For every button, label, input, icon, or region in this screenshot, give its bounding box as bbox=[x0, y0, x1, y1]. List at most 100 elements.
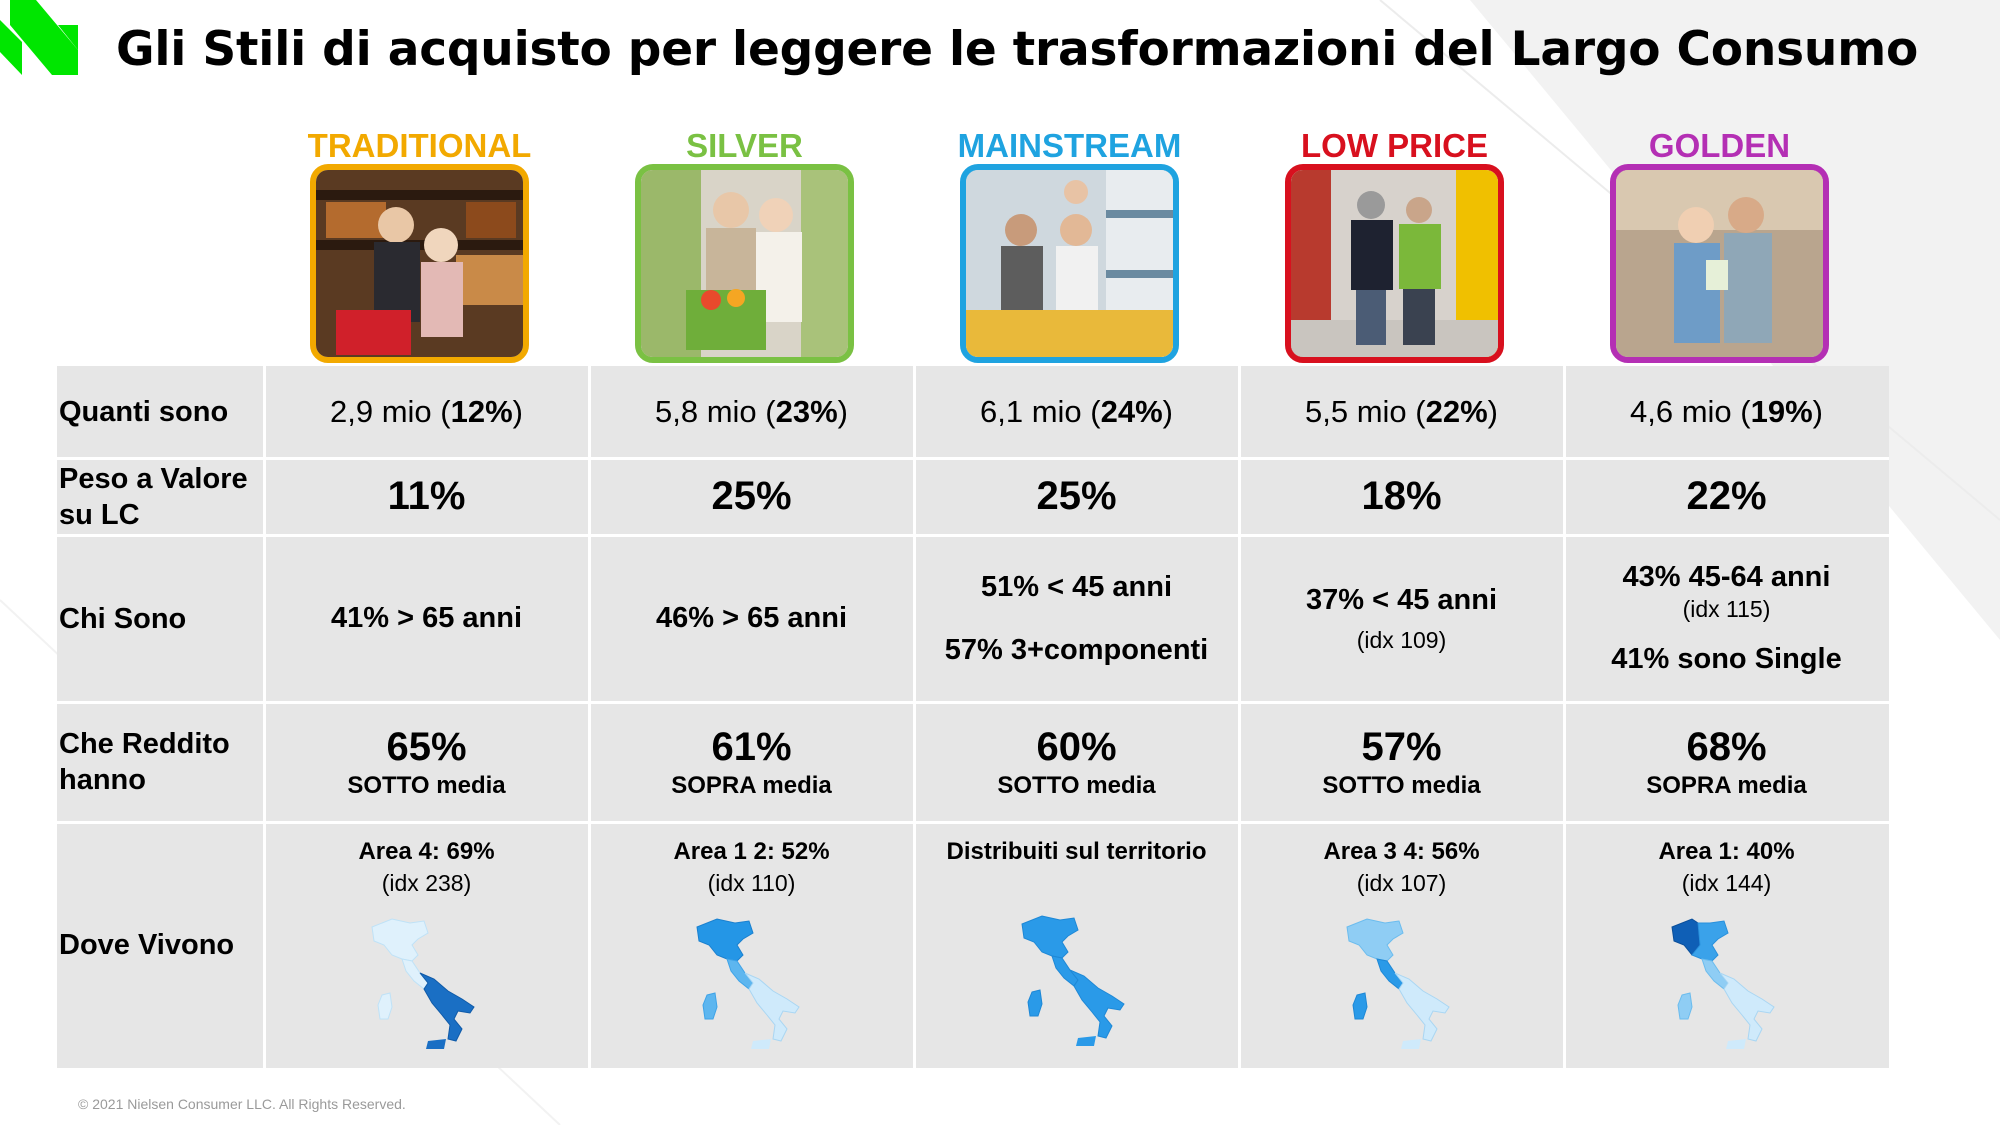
cell-quanti-low-price: 5,5 mio (22%) bbox=[1305, 394, 1498, 429]
cell-reddito-low-price: 57% SOTTO media bbox=[1239, 702, 1564, 822]
row-quanti-sono: Quanti sono 2,9 mio (12%) 5,8 mio (23%) … bbox=[57, 366, 1889, 458]
dove-area: Area 4: 69% bbox=[358, 838, 495, 865]
chi-line1: 37% < 45 anni bbox=[1305, 583, 1498, 616]
dove-area: Area 1 2: 52% bbox=[673, 838, 830, 865]
chi-line2: 41% sono Single bbox=[1611, 643, 1842, 675]
count-pct: 23% bbox=[775, 394, 838, 429]
nielsen-logo-icon bbox=[0, 0, 78, 75]
table-divider bbox=[913, 366, 916, 1068]
italy-map-uniform-icon bbox=[1020, 915, 1125, 1046]
style-header-traditional: TRADITIONAL bbox=[257, 128, 582, 363]
row-reddito: Che Reddito hanno 65% SOTTO media 61% SO… bbox=[57, 702, 1889, 822]
cell-reddito-mainstream: 60% SOTTO media bbox=[914, 702, 1239, 822]
cell-peso-silver: 25% bbox=[589, 458, 914, 535]
peso-value: 25% bbox=[1036, 474, 1117, 518]
reddito-pct: 60% bbox=[1036, 724, 1117, 769]
page-title: Gli Stili di acquisto per leggere le tra… bbox=[116, 22, 1919, 77]
reddito-pct: 61% bbox=[711, 724, 792, 769]
peso-value: 22% bbox=[1686, 474, 1767, 518]
copyright-footer: © 2021 Nielsen Consumer LLC. All Rights … bbox=[78, 1096, 406, 1112]
chi-line1: 46% > 65 anni bbox=[655, 602, 848, 634]
row-label-dove: Dove Vivono bbox=[59, 929, 235, 961]
table-divider bbox=[57, 534, 1889, 537]
chi-line1: 51% < 45 anni bbox=[980, 570, 1173, 603]
count-pct: 24% bbox=[1100, 394, 1163, 429]
reddito-pct: 57% bbox=[1361, 724, 1442, 769]
style-name-traditional: TRADITIONAL bbox=[307, 127, 532, 164]
reddito-desc: SOPRA media bbox=[1646, 771, 1807, 799]
reddito-desc: SOTTO media bbox=[347, 771, 506, 799]
chi-line2: 57% 3+componenti bbox=[944, 633, 1209, 666]
table-divider bbox=[57, 457, 1889, 460]
count-value: 2,9 mio bbox=[330, 394, 432, 429]
dove-idx: (idx 107) bbox=[1356, 870, 1447, 896]
row-peso: Peso a Valore su LC 11% 25% 25% 18% 22% bbox=[57, 458, 1889, 535]
style-name-silver: SILVER bbox=[686, 127, 803, 164]
dove-idx: (idx 144) bbox=[1681, 870, 1772, 896]
count-pct: 22% bbox=[1425, 394, 1488, 429]
couple-walking-aisle-photo bbox=[1285, 164, 1504, 363]
table-divider bbox=[1238, 366, 1241, 1068]
cell-dove-low-price: Area 3 4: 56% (idx 107) bbox=[1239, 822, 1564, 1068]
cell-chi-golden: 43% 45-64 anni (idx 115) 41% sono Single bbox=[1564, 535, 1889, 702]
count-pct: 12% bbox=[450, 394, 513, 429]
table-divider bbox=[1563, 366, 1566, 1068]
cell-dove-silver: Area 1 2: 52% (idx 110) bbox=[589, 822, 914, 1068]
cell-chi-silver: 46% > 65 anni bbox=[589, 535, 914, 702]
cell-peso-traditional: 11% bbox=[264, 458, 589, 535]
cell-dove-traditional: Area 4: 69% (idx 238) bbox=[264, 822, 589, 1068]
cell-quanti-silver: 5,8 mio (23%) bbox=[655, 394, 848, 429]
italy-map-north-highlight-icon bbox=[695, 918, 800, 1049]
reddito-desc: SOPRA media bbox=[671, 771, 832, 799]
cell-reddito-traditional: 65% SOTTO media bbox=[264, 702, 589, 822]
count-pct: 19% bbox=[1750, 394, 1813, 429]
dove-area: Area 3 4: 56% bbox=[1323, 838, 1480, 865]
chi-line1: 41% > 65 anni bbox=[330, 602, 523, 634]
young-couple-shopping-photo bbox=[1610, 164, 1829, 363]
reddito-pct: 65% bbox=[386, 724, 467, 769]
row-label-quanti-sono: Quanti sono bbox=[59, 396, 229, 428]
chi-idx: (idx 115) bbox=[1682, 596, 1771, 622]
chi-line1: 43% 45-64 anni bbox=[1622, 561, 1831, 593]
reddito-desc: SOTTO media bbox=[1322, 771, 1481, 799]
count-value: 5,8 mio bbox=[655, 394, 757, 429]
cell-chi-mainstream: 51% < 45 anni 57% 3+componenti bbox=[914, 535, 1239, 702]
dove-area: Distribuiti sul territorio bbox=[946, 838, 1207, 865]
cell-quanti-mainstream: 6,1 mio (24%) bbox=[980, 394, 1173, 429]
count-value: 6,1 mio bbox=[980, 394, 1082, 429]
table-divider bbox=[57, 701, 1889, 704]
style-name-mainstream: MAINSTREAM bbox=[957, 127, 1182, 164]
dove-idx: (idx 238) bbox=[381, 870, 472, 896]
style-header-mainstream: MAINSTREAM bbox=[907, 128, 1232, 363]
style-name-low-price: LOW PRICE bbox=[1301, 127, 1488, 164]
cell-quanti-traditional: 2,9 mio (12%) bbox=[330, 394, 523, 429]
elderly-couple-shopping-photo bbox=[310, 164, 529, 363]
table-divider bbox=[263, 366, 266, 1068]
reddito-desc: SOTTO media bbox=[997, 771, 1156, 799]
cell-peso-low-price: 18% bbox=[1239, 458, 1564, 535]
cell-quanti-golden: 4,6 mio (19%) bbox=[1630, 394, 1823, 429]
italy-map-center-highlight-icon bbox=[1345, 918, 1450, 1049]
peso-value: 18% bbox=[1361, 474, 1442, 518]
reddito-pct: 68% bbox=[1686, 724, 1767, 769]
row-chi-sono: Chi Sono 41% > 65 anni 46% > 65 anni 51%… bbox=[57, 535, 1889, 702]
cell-peso-golden: 22% bbox=[1564, 458, 1889, 535]
row-dove-vivono: Dove Vivono Area 4: 69% (idx 238) Area 1… bbox=[57, 822, 1889, 1068]
cell-dove-mainstream: Distribuiti sul territorio bbox=[914, 822, 1239, 1068]
style-header-golden: GOLDEN bbox=[1557, 128, 1882, 363]
cell-chi-low-price: 37% < 45 anni (idx 109) bbox=[1239, 535, 1564, 702]
cell-reddito-silver: 61% SOPRA media bbox=[589, 702, 914, 822]
peso-value: 11% bbox=[387, 474, 466, 518]
table-divider bbox=[588, 366, 591, 1068]
chi-idx: (idx 109) bbox=[1356, 626, 1447, 653]
cell-peso-mainstream: 25% bbox=[914, 458, 1239, 535]
style-header-low-price: LOW PRICE bbox=[1232, 128, 1557, 363]
senior-couple-groceries-photo bbox=[635, 164, 854, 363]
dove-idx: (idx 110) bbox=[707, 870, 796, 896]
family-supermarket-photo bbox=[960, 164, 1179, 363]
count-value: 5,5 mio bbox=[1305, 394, 1407, 429]
comparison-table: Quanti sono 2,9 mio (12%) 5,8 mio (23%) … bbox=[57, 366, 1889, 1068]
style-header-silver: SILVER bbox=[582, 128, 907, 363]
italy-map-south-highlight-icon bbox=[370, 918, 475, 1049]
cell-reddito-golden: 68% SOPRA media bbox=[1564, 702, 1889, 822]
